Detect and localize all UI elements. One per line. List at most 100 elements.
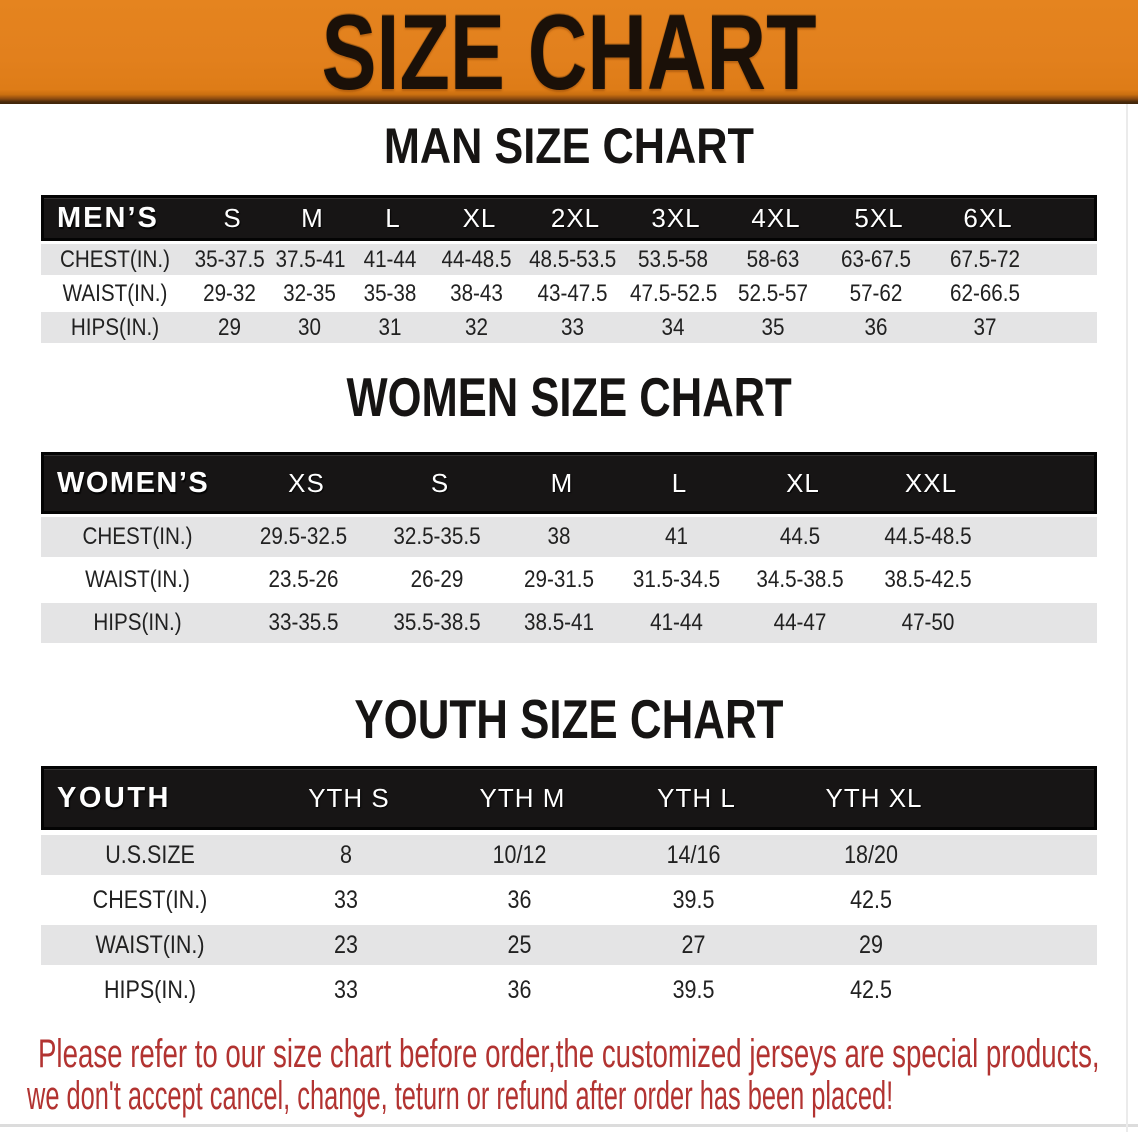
banner-title-text: SIZE CHART xyxy=(321,0,817,112)
table-cell: 29 xyxy=(859,930,883,959)
table-cell: 18/20 xyxy=(844,840,898,869)
table-cell: 29.5-32.5 xyxy=(259,523,348,550)
table-cell: 30 xyxy=(298,313,321,341)
row-label: U.S.SIZE xyxy=(105,840,195,869)
table-cell: 29-32 xyxy=(203,279,256,307)
table-cell: 38.5-42.5 xyxy=(884,566,972,593)
table-row: U.S.SIZE 8 10/12 14/16 18/20 xyxy=(41,835,1097,875)
column-header: M xyxy=(301,202,324,233)
table-cell: 38.5-41 xyxy=(523,609,595,636)
column-header: 5XL xyxy=(854,202,904,233)
table-cell: 35 xyxy=(761,313,785,341)
section-heading-text: MAN SIZE CHART xyxy=(383,118,755,174)
table-cell: 34.5-38.5 xyxy=(756,566,844,593)
table-cell: 41-44 xyxy=(363,245,417,273)
column-header: XXL xyxy=(904,467,958,498)
table-cell: 35.5-38.5 xyxy=(393,609,481,636)
row-label: CHEST(IN.) xyxy=(82,523,193,550)
footer-note-line-2: we don't accept cancel, change, teturn o… xyxy=(27,1074,894,1118)
table-cell: 31 xyxy=(378,313,402,341)
table-cell: 38 xyxy=(547,523,571,550)
table-cell: 47.5-52.5 xyxy=(630,279,718,307)
table-cell: 36 xyxy=(507,885,532,914)
table-header-row: WOMEN’S XS S M L XL XXL xyxy=(41,452,1097,514)
column-header: 3XL xyxy=(651,202,701,233)
table-cell: 44.5-48.5 xyxy=(884,523,972,550)
table-cell: 36 xyxy=(507,975,532,1004)
table-cell: 26-29 xyxy=(410,566,464,593)
table-cell: 27 xyxy=(681,930,706,959)
table-row: CHEST(IN.) 35-37.5 37.5-41 41-44 44-48.5 48.5… xyxy=(41,244,1097,275)
table-row: WAIST(IN.) 23.5-26 26-29 29-31.5 31.5-34.5 34… xyxy=(41,560,1097,600)
table-row: CHEST(IN.) 33 36 39.5 42.5 xyxy=(41,880,1097,920)
size-table: MEN’S S M L XL 2XL 3XL 4XL 5XL 6XL CHEST(IN.) 35-37… xyxy=(41,195,1097,343)
table-cell: 10/12 xyxy=(492,840,547,869)
table-cell: 52.5-57 xyxy=(737,279,809,307)
table-cell: 41-44 xyxy=(650,609,703,636)
section-heading: WOMEN SIZE CHART xyxy=(0,370,1138,425)
table-header-row: YOUTH YTH S YTH M YTH L YTH XL xyxy=(41,766,1097,830)
table-cell: 8 xyxy=(340,840,352,869)
row-label: CHEST(IN.) xyxy=(92,885,208,914)
row-label: CHEST(IN.) xyxy=(59,245,171,273)
size-table: YOUTH YTH S YTH M YTH L YTH XL U.S.SIZE 8 10/12… xyxy=(41,766,1097,1010)
size-table: WOMEN’S XS S M L XL XXL CHEST(IN.) 29.5-32.5 32.5… xyxy=(41,452,1097,643)
table-cell: 41 xyxy=(665,523,688,550)
table-corner-label: YOUTH xyxy=(57,781,171,814)
column-header: S xyxy=(430,467,450,498)
table-cell: 32 xyxy=(465,313,488,341)
table-cell: 42.5 xyxy=(850,975,892,1004)
table-cell: 32-35 xyxy=(283,279,336,307)
table-row: WAIST(IN.) 23 25 27 29 xyxy=(41,925,1097,965)
column-header: M xyxy=(550,467,574,498)
table-cell: 37 xyxy=(973,313,997,341)
table-cell: 25 xyxy=(507,930,532,959)
column-header: 6XL xyxy=(963,202,1013,233)
table-cell: 35-37.5 xyxy=(194,245,265,273)
table-cell: 37.5-41 xyxy=(275,245,346,273)
table-cell: 33 xyxy=(334,885,358,914)
table-row: HIPS(IN.) 33-35.5 35.5-38.5 38.5-41 41-44 44-… xyxy=(41,603,1097,643)
bottom-rule xyxy=(0,1124,1138,1127)
table-cell: 39.5 xyxy=(672,885,715,914)
section-heading-text: YOUTH SIZE CHART xyxy=(354,688,784,750)
column-header: YTH M xyxy=(479,782,566,813)
table-cell: 62-66.5 xyxy=(949,279,1021,307)
column-header: L xyxy=(385,202,401,233)
table-cell: 67.5-72 xyxy=(949,245,1021,273)
footer-note: Please refer to our size chart before or… xyxy=(27,1033,1138,1117)
title-banner: SIZE CHART xyxy=(0,0,1138,112)
table-cell: 32.5-35.5 xyxy=(393,523,481,550)
table-cell: 42.5 xyxy=(850,885,892,914)
right-edge-line xyxy=(1126,104,1128,1132)
table-cell: 47-50 xyxy=(901,609,955,636)
table-cell: 29-31.5 xyxy=(523,566,595,593)
row-label: HIPS(IN.) xyxy=(70,313,160,341)
table-cell: 33 xyxy=(334,975,358,1004)
section-heading: MAN SIZE CHART xyxy=(0,120,1138,172)
table-cell: 44-47 xyxy=(773,609,827,636)
section-heading: YOUTH SIZE CHART xyxy=(0,692,1138,747)
table-row: HIPS(IN.) 29 30 31 32 33 34 35 36 37 xyxy=(41,312,1097,343)
table-cell: 36 xyxy=(864,313,888,341)
row-label: HIPS(IN.) xyxy=(104,975,196,1004)
table-cell: 39.5 xyxy=(672,975,715,1004)
row-label: HIPS(IN.) xyxy=(93,609,182,636)
column-header: 2XL xyxy=(550,202,601,233)
row-label: WAIST(IN.) xyxy=(95,930,205,959)
table-header-row: MEN’S S M L XL 2XL 3XL 4XL 5XL 6XL xyxy=(41,195,1097,241)
table-corner-label: WOMEN’S xyxy=(57,466,210,499)
row-label: WAIST(IN.) xyxy=(62,279,168,307)
column-header: YTH XL xyxy=(825,782,923,813)
row-label: WAIST(IN.) xyxy=(85,566,190,593)
table-cell: 63-67.5 xyxy=(840,245,912,273)
table-cell: 23.5-26 xyxy=(268,566,339,593)
column-header: YTH S xyxy=(308,782,390,813)
table-cell: 38-43 xyxy=(450,279,503,307)
table-cell: 44-48.5 xyxy=(441,245,512,273)
table-row: WAIST(IN.) 29-32 32-35 35-38 38-43 43-47.5 47.… xyxy=(41,278,1097,309)
table-corner-label: MEN’S xyxy=(57,201,159,234)
table-cell: 29 xyxy=(218,313,241,341)
table-cell: 58-63 xyxy=(746,245,800,273)
